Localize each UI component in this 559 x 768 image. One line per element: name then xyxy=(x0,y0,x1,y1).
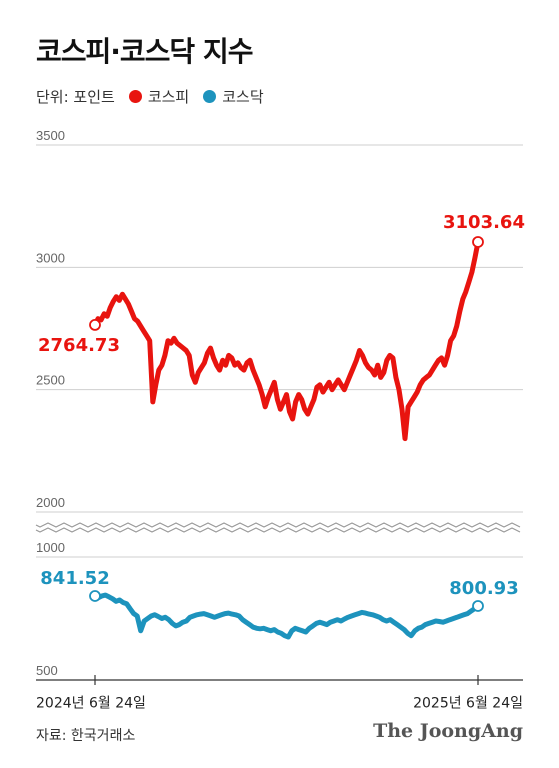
y-tick-label-kosdaq: 1000 xyxy=(36,540,65,555)
kospi-end-label: 3103.64 xyxy=(443,212,525,233)
unit-label: 단위: 포인트 xyxy=(36,87,115,106)
source-label: 자료: 한국거래소 xyxy=(36,728,136,744)
legend: 단위: 포인트 코스피 코스닥 xyxy=(36,86,264,106)
brand-logo: The JoongAng xyxy=(373,720,523,742)
kospi-line xyxy=(92,239,481,442)
kosdaq-line xyxy=(92,592,481,640)
x-tick-label-end: 2025년 6월 24일 xyxy=(413,696,523,712)
y-tick-label-kospi: 2500 xyxy=(36,373,65,388)
y-tick-label-kospi: 2000 xyxy=(36,495,65,510)
chart-title: 코스피·코스닥 지수 xyxy=(36,35,253,68)
y-tick-label-kospi: 3500 xyxy=(36,128,65,143)
axis-break-wave xyxy=(35,522,521,528)
legend-kospi-dot xyxy=(128,89,142,103)
legend-kosdaq-dot xyxy=(203,89,217,103)
legend-kosdaq-label: 코스닥 xyxy=(222,87,264,106)
kosdaq-end-marker xyxy=(472,600,484,612)
kosdaq-start-marker xyxy=(89,590,101,602)
legend-kospi-label: 코스피 xyxy=(147,87,190,106)
axis-break-wave xyxy=(35,527,521,533)
kospi-end-marker xyxy=(472,236,484,248)
kosdaq-start-label: 841.52 xyxy=(40,568,109,589)
x-tick-label-start: 2024년 6월 24일 xyxy=(36,696,146,712)
y-tick-label-kospi: 3000 xyxy=(36,250,65,265)
kospi-start-label: 2764.73 xyxy=(38,335,120,356)
y-tick-label-kosdaq: 500 xyxy=(36,663,58,678)
kospi-start-marker xyxy=(89,318,101,331)
kosdaq-end-label: 800.93 xyxy=(449,578,518,599)
